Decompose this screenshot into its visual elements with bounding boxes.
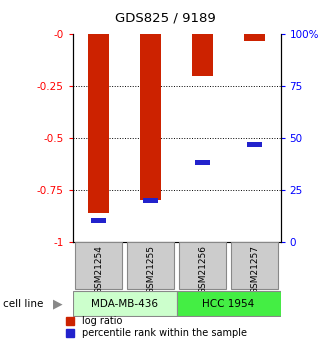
Text: HCC 1954: HCC 1954 bbox=[202, 299, 255, 308]
FancyBboxPatch shape bbox=[127, 243, 174, 289]
Legend: log ratio, percentile rank within the sample: log ratio, percentile rank within the sa… bbox=[64, 314, 249, 340]
FancyBboxPatch shape bbox=[179, 243, 226, 289]
Bar bbox=[195, 160, 210, 165]
Text: cell line: cell line bbox=[3, 299, 44, 308]
Bar bbox=[91, 218, 106, 224]
FancyBboxPatch shape bbox=[177, 291, 280, 316]
Text: GDS825 / 9189: GDS825 / 9189 bbox=[115, 11, 215, 24]
Text: GSM21256: GSM21256 bbox=[198, 245, 207, 294]
Bar bbox=[88, 34, 109, 213]
Text: MDA-MB-436: MDA-MB-436 bbox=[91, 299, 158, 308]
Bar bbox=[143, 197, 158, 203]
Bar bbox=[192, 34, 213, 76]
Text: GSM21254: GSM21254 bbox=[94, 245, 103, 294]
FancyBboxPatch shape bbox=[73, 291, 177, 316]
Bar bbox=[247, 141, 262, 147]
Bar bbox=[140, 34, 161, 200]
Text: GSM21257: GSM21257 bbox=[250, 245, 259, 294]
FancyBboxPatch shape bbox=[75, 243, 122, 289]
Bar bbox=[244, 34, 265, 41]
Text: ▶: ▶ bbox=[53, 297, 63, 310]
Text: GSM21255: GSM21255 bbox=[146, 245, 155, 294]
FancyBboxPatch shape bbox=[231, 243, 278, 289]
